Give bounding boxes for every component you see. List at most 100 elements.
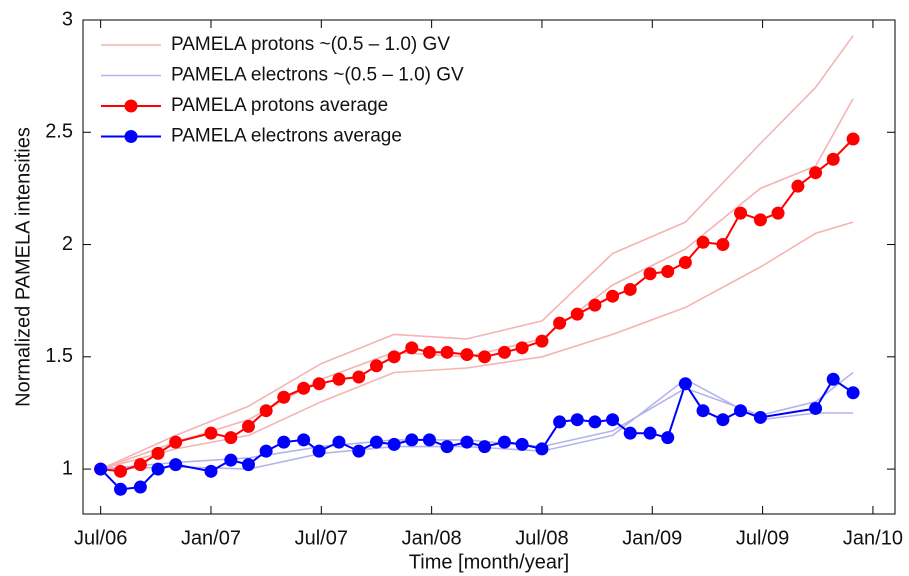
data-point (94, 462, 108, 476)
x-axis-label: Time [month/year] (409, 551, 569, 573)
data-point (169, 458, 183, 472)
x-tick-label: Jul/07 (295, 527, 348, 549)
y-tick-label: 2 (62, 233, 73, 255)
data-point (809, 166, 823, 180)
data-point (133, 480, 147, 494)
data-point (204, 464, 218, 478)
data-point (387, 437, 401, 451)
data-point (224, 431, 238, 445)
data-point (846, 386, 860, 400)
plot-frame (82, 19, 896, 515)
legend-label: PAMELA protons ~(0.5 – 1.0) GV (171, 34, 450, 55)
y-tick-label: 2.5 (45, 121, 73, 143)
data-point (259, 444, 273, 458)
data-point (369, 359, 383, 373)
data-point (478, 350, 492, 364)
data-point (478, 440, 492, 454)
thin-line (100, 378, 854, 470)
data-point (588, 415, 602, 429)
legend-marker (124, 99, 138, 113)
data-point (553, 316, 567, 330)
data-point (114, 482, 128, 496)
data-point (440, 440, 454, 454)
thin-line (100, 35, 854, 470)
data-point (277, 390, 291, 404)
data-point (553, 415, 567, 429)
data-point (716, 238, 730, 252)
data-point (133, 458, 147, 472)
data-point (169, 435, 183, 449)
data-point (678, 377, 692, 391)
data-point (643, 267, 657, 281)
data-point (277, 435, 291, 449)
data-point (405, 341, 419, 355)
data-point (497, 435, 511, 449)
legend-marker (124, 130, 138, 143)
data-point (422, 433, 436, 447)
data-point (312, 377, 326, 391)
x-tick-label: Jul/09 (736, 527, 789, 549)
data-point (224, 453, 238, 467)
data-point (297, 433, 311, 447)
data-point (826, 372, 840, 386)
data-point (312, 444, 326, 458)
data-point (497, 345, 511, 359)
data-point (241, 458, 255, 472)
data-point (151, 462, 165, 476)
data-point (606, 413, 620, 427)
y-tick-label: 3 (62, 8, 73, 30)
data-point (846, 132, 860, 146)
data-point (352, 370, 366, 384)
x-tick-label: Jul/08 (515, 527, 568, 549)
data-point (734, 206, 748, 220)
legend-label: PAMELA electrons average (171, 126, 402, 147)
data-point (332, 435, 346, 449)
data-point (809, 401, 823, 415)
y-axis-label: Normalized PAMELA intensities (12, 127, 34, 407)
data-point (460, 348, 474, 362)
average-line (100, 138, 854, 473)
data-point (114, 464, 128, 478)
data-point (387, 350, 401, 364)
x-tick-label: Jan/08 (402, 527, 462, 549)
data-point (643, 426, 657, 440)
data-point (791, 179, 805, 193)
data-point (588, 298, 602, 312)
y-tick-label: 1.5 (45, 345, 73, 367)
legend-label: PAMELA protons average (171, 95, 388, 116)
data-point (440, 345, 454, 359)
data-point (332, 372, 346, 386)
data-point (570, 307, 584, 321)
x-tick-label: Jan/07 (181, 527, 241, 549)
data-point (623, 426, 637, 440)
data-point (405, 433, 419, 447)
data-point (696, 235, 710, 249)
data-point (460, 435, 474, 449)
data-point (515, 437, 529, 451)
data-point (678, 256, 692, 270)
data-point (826, 152, 840, 166)
data-point (753, 213, 767, 227)
data-point (259, 404, 273, 418)
data-point (515, 341, 529, 355)
data-point (535, 442, 549, 456)
legend-label: PAMELA electrons ~(0.5 – 1.0) GV (171, 65, 464, 86)
data-point (753, 410, 767, 424)
data-point (734, 404, 748, 418)
y-tick-label: 1 (62, 457, 73, 479)
x-tick-label: Jul/06 (74, 527, 127, 549)
x-tick-label: Jan/09 (622, 527, 682, 549)
legend: PAMELA protons ~(0.5 – 1.0) GV PAMELA ele… (101, 34, 464, 147)
data-point (661, 264, 675, 278)
data-point (204, 426, 218, 440)
data-point (716, 413, 730, 427)
data-point (606, 289, 620, 303)
data-point (352, 444, 366, 458)
data-point (369, 435, 383, 449)
data-point (570, 413, 584, 427)
x-tick-label: Jan/10 (843, 527, 903, 549)
data-point (422, 345, 436, 359)
data-point (535, 334, 549, 348)
data-point (623, 282, 637, 296)
